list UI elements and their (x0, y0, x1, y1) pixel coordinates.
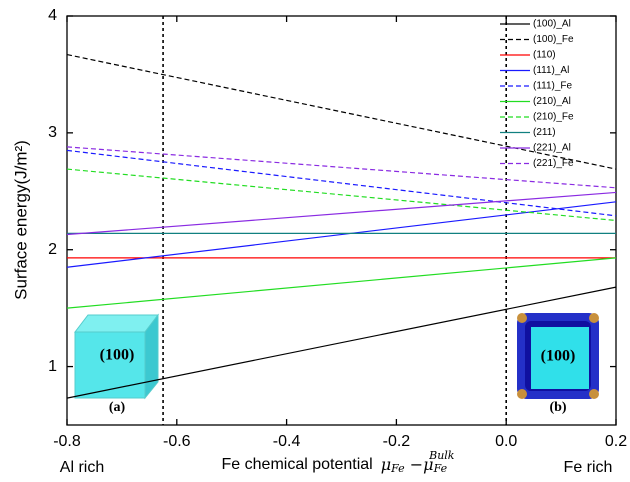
x-label-math: Bulk (428, 449, 455, 462)
annotation: (b) (549, 400, 566, 415)
legend-label: (100)_Fe (533, 34, 574, 45)
annotation: Fe rich (564, 459, 613, 476)
legend-label: (221)_Fe (533, 158, 574, 169)
inset-b (517, 313, 599, 399)
x-tick-label: -0.8 (53, 433, 81, 450)
y-tick-label: 3 (48, 124, 57, 141)
x-tick-label: 0.0 (495, 433, 517, 450)
y-tick-label: 2 (48, 241, 57, 258)
x-label-math: Fe (433, 462, 448, 475)
series-line (66, 149, 617, 217)
series-line (66, 53, 617, 170)
legend-label: (211) (533, 127, 556, 138)
annotation: (100) (541, 348, 576, 365)
series-line (66, 191, 617, 236)
series-line (66, 168, 617, 222)
x-label-text: Fe chemical potential (222, 456, 373, 473)
x-tick-label: -0.6 (163, 433, 191, 450)
legend-label: (111)_Fe (533, 81, 573, 92)
series-line (66, 286, 617, 399)
annotation: (100) (100, 347, 135, 364)
y-tick-label: 1 (48, 358, 57, 375)
y-axis-label: Surface energy(J/m²) (11, 140, 30, 300)
x-tick-label: -0.2 (383, 433, 411, 450)
x-tick-label: 0.2 (605, 433, 627, 450)
y-tick-label: 4 (48, 7, 57, 24)
legend-label: (210)_Fe (533, 112, 574, 123)
x-axis-label: Fe chemical potential μFe −μFeBulk (222, 449, 455, 475)
legend-label: (100)_Al (533, 19, 571, 30)
x-tick-label: -0.4 (273, 433, 301, 450)
x-label-math: Fe (390, 462, 405, 475)
legend-label: (110) (533, 50, 556, 61)
x-label-math: −μ (405, 455, 434, 474)
annotation: Al rich (60, 459, 104, 476)
inset-a (73, 313, 160, 400)
plot-frame (66, 15, 617, 426)
series-line (66, 201, 617, 268)
legend-label: (221)_Al (533, 143, 571, 154)
series-line (66, 257, 617, 309)
annotation: (a) (109, 400, 126, 415)
series-line (66, 146, 617, 189)
x-label-math: μ (381, 455, 391, 474)
legend-label: (210)_Al (533, 96, 571, 107)
legend-label: (111)_Al (533, 65, 569, 76)
